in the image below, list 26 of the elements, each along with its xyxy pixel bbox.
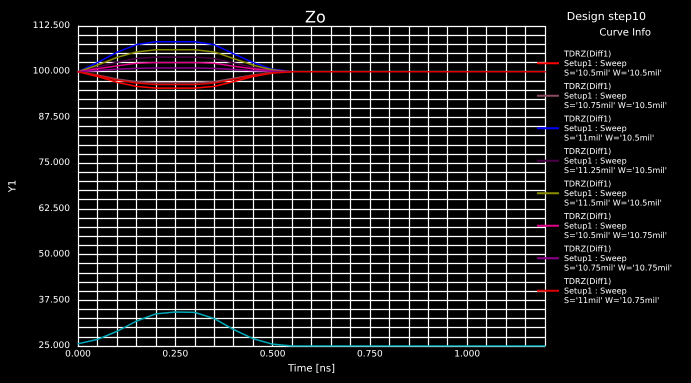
y-tick-label: 62.500: [38, 204, 70, 214]
y-tick-label: 75.000: [38, 158, 70, 168]
legend-label: TDRZ(Diff1) Setup1 : Sweep S='10.5mil' W='10.75mil': [562, 212, 667, 240]
legend-label: TDRZ(Diff1) Setup1 : Sweep S='10.75mil' W='10.75mil': [562, 244, 672, 272]
legend-label: TDRZ(Diff1) Setup1 : Sweep S='10.75mil' W='10.5mil': [562, 82, 667, 110]
y-tick-label: 37.500: [38, 295, 70, 306]
y-axis-title: Y1: [8, 180, 18, 194]
chart-title: Zo: [305, 8, 326, 26]
x-tick-label: 0.750: [356, 350, 384, 360]
x-tick-label: 0.250: [162, 350, 188, 360]
x-tick-label: 0.500: [260, 350, 286, 360]
legend-label: TDRZ(Diff1) Setup1 : Sweep S='10.5mil' W='10.5mil': [562, 49, 662, 78]
legend-label: TDRZ(Diff1) Setup1 : Sweep S='11.25mil' W='10.5mil': [562, 146, 667, 175]
legend-title: Curve Info: [599, 28, 652, 38]
x-tick-label: 0.000: [65, 350, 92, 360]
x-axis-title: Time [ns]: [286, 363, 336, 374]
legend-label: TDRZ(Diff1) Setup1 : Sweep S='11mil' W='10.5mil': [562, 114, 654, 142]
y-tick-label: 100.000: [32, 66, 70, 77]
x-tick-label: 1.000: [454, 350, 480, 360]
y-tick-label: 50.000: [38, 250, 70, 260]
y-tick-label: 87.500: [38, 112, 70, 122]
y-tick-label: 25.000: [38, 341, 70, 351]
legend-label: TDRZ(Diff1) Setup1 : Sweep S='11.5mil' W='10.5mil': [562, 179, 662, 208]
y-tick-label: 112.500: [32, 21, 70, 31]
text: Design step10: [566, 10, 646, 23]
legend-label: TDRZ(Diff1) Setup1 : Sweep S='11mil' W='10.75mil': [562, 276, 660, 305]
